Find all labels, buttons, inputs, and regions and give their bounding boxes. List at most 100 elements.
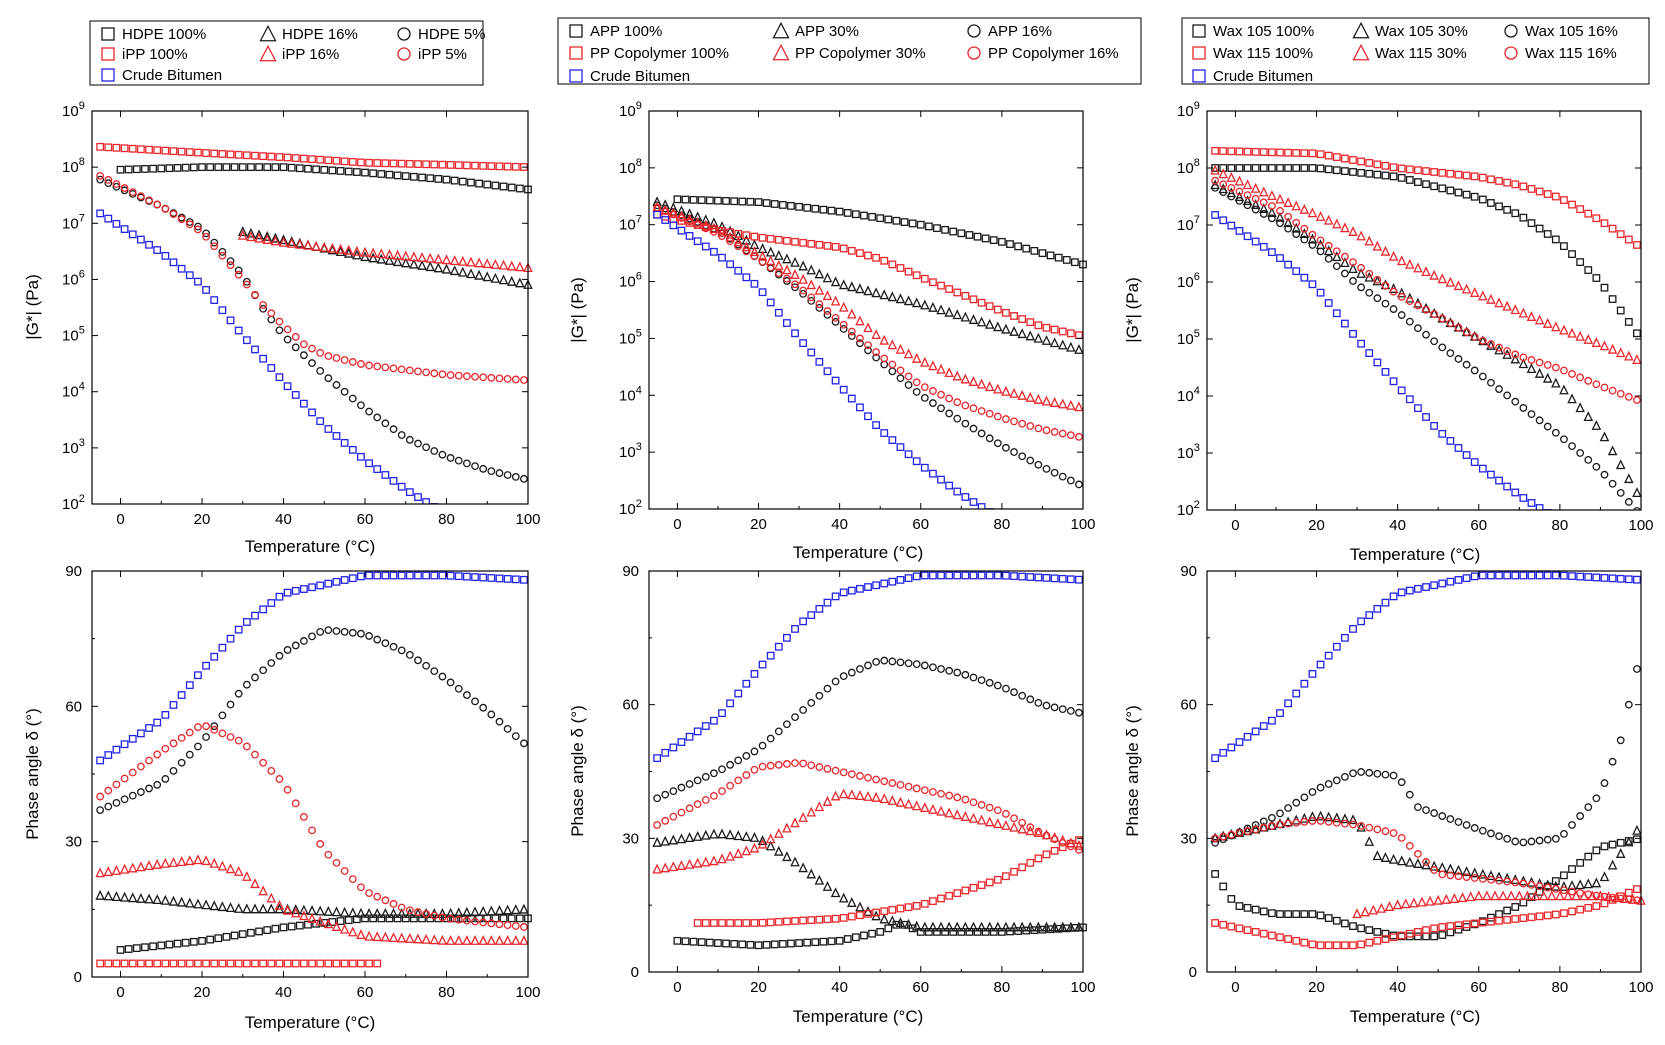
data-point bbox=[653, 210, 662, 219]
data-point bbox=[1462, 171, 1471, 180]
data-point bbox=[1486, 293, 1496, 304]
data-point bbox=[430, 160, 439, 169]
data-point bbox=[1498, 890, 1508, 901]
data-point bbox=[1357, 339, 1366, 348]
data-point bbox=[165, 940, 174, 949]
data-point bbox=[233, 866, 244, 876]
data-point bbox=[132, 165, 141, 174]
data-point bbox=[879, 913, 890, 924]
data-point bbox=[1356, 821, 1366, 832]
data-point bbox=[144, 860, 154, 871]
data-point bbox=[677, 738, 686, 746]
data-point bbox=[1057, 339, 1068, 350]
data-point bbox=[157, 941, 166, 950]
data-point bbox=[515, 914, 524, 923]
data-point bbox=[920, 899, 929, 908]
data-point bbox=[965, 231, 974, 239]
data-point bbox=[904, 267, 913, 276]
data-point bbox=[283, 959, 292, 968]
data-point bbox=[856, 403, 864, 412]
data-point bbox=[96, 175, 105, 184]
data-point bbox=[872, 657, 881, 666]
data-point bbox=[953, 487, 962, 496]
data-point bbox=[1495, 916, 1503, 925]
data-point bbox=[912, 378, 921, 387]
data-point bbox=[1584, 903, 1593, 912]
data-point bbox=[1397, 292, 1406, 301]
data-point bbox=[506, 260, 517, 271]
data-point bbox=[103, 890, 114, 901]
data-point bbox=[340, 387, 349, 396]
data-point bbox=[234, 689, 243, 698]
data-point bbox=[888, 367, 897, 376]
data-point bbox=[1422, 180, 1430, 189]
x-axis-label: Temperature (°C) bbox=[245, 537, 376, 556]
data-point bbox=[1026, 422, 1035, 430]
x-tick-label: 80 bbox=[1552, 979, 1569, 996]
data-point bbox=[1454, 323, 1463, 332]
data-point bbox=[1341, 919, 1349, 928]
data-point bbox=[373, 959, 382, 968]
data-point bbox=[969, 404, 978, 413]
data-point bbox=[693, 919, 702, 927]
data-point bbox=[177, 264, 186, 273]
legend-marker-circle bbox=[1504, 46, 1518, 60]
data-point bbox=[1332, 818, 1341, 827]
data-point bbox=[807, 296, 816, 305]
data-point bbox=[286, 237, 297, 248]
data-point bbox=[369, 914, 378, 923]
data-point bbox=[422, 909, 431, 918]
data-point bbox=[104, 143, 113, 152]
data-point bbox=[1049, 921, 1060, 932]
data-point bbox=[381, 363, 390, 372]
y-tick-label: 104 bbox=[62, 381, 85, 401]
data-point bbox=[487, 574, 496, 582]
data-point bbox=[823, 764, 832, 773]
data-point bbox=[1381, 770, 1390, 779]
data-point bbox=[1584, 455, 1593, 464]
data-point bbox=[1576, 572, 1585, 581]
data-point bbox=[1219, 920, 1228, 929]
data-point bbox=[811, 938, 820, 947]
data-point bbox=[226, 634, 235, 643]
data-point bbox=[673, 936, 682, 945]
data-point bbox=[823, 241, 832, 250]
data-point bbox=[267, 959, 276, 968]
data-point bbox=[1050, 846, 1059, 855]
data-point bbox=[433, 262, 444, 273]
data-point bbox=[193, 854, 203, 865]
data-point bbox=[746, 197, 755, 206]
data-point bbox=[96, 792, 105, 801]
data-point bbox=[1563, 890, 1573, 901]
data-point bbox=[977, 503, 986, 509]
data-point bbox=[766, 734, 775, 743]
data-point bbox=[823, 367, 832, 376]
data-point bbox=[1009, 821, 1019, 832]
data-point bbox=[1066, 707, 1075, 715]
series-wax-105-16- bbox=[1211, 183, 1641, 510]
data-point bbox=[1324, 241, 1333, 250]
data-point bbox=[414, 160, 422, 168]
data-point bbox=[210, 149, 219, 158]
chart-panel-top-left: 0 20 40 60 80 100102103104105106107108109Temp… bbox=[23, 100, 541, 556]
data-point bbox=[479, 703, 488, 712]
data-point bbox=[1619, 893, 1630, 903]
data-point bbox=[961, 886, 970, 895]
data-point bbox=[234, 625, 243, 634]
data-point bbox=[863, 905, 873, 916]
data-point bbox=[1292, 689, 1301, 698]
data-point bbox=[176, 896, 187, 907]
data-point bbox=[340, 576, 349, 584]
y-tick-label: 103 bbox=[1177, 442, 1200, 462]
data-point bbox=[718, 253, 726, 262]
data-point bbox=[815, 357, 824, 366]
data-point bbox=[969, 424, 978, 433]
data-point bbox=[1542, 317, 1553, 328]
legend-frame bbox=[557, 17, 1142, 85]
data-point bbox=[787, 939, 795, 948]
data-point bbox=[1551, 428, 1560, 437]
data-point bbox=[356, 907, 366, 918]
data-point bbox=[750, 670, 759, 678]
data-point bbox=[283, 646, 292, 654]
series-pp-copolymer-30- bbox=[652, 201, 1084, 412]
